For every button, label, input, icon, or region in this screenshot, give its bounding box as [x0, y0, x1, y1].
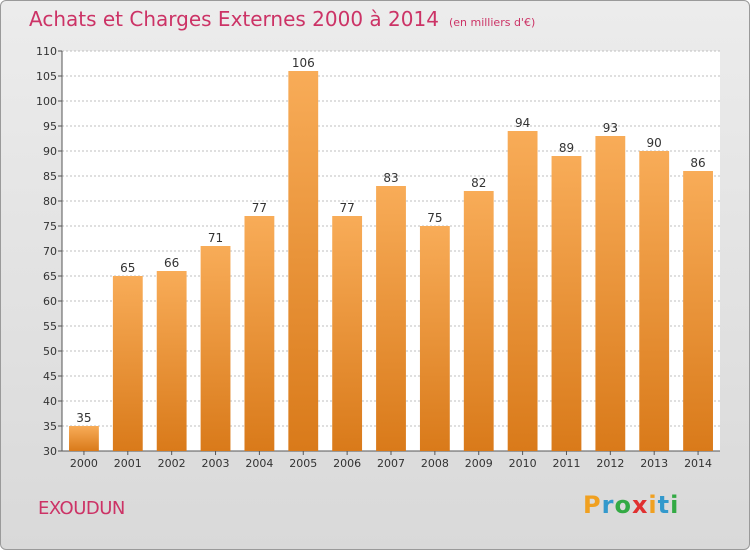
x-tick-label: 2011 [552, 457, 580, 470]
y-tick-label: 100 [36, 95, 57, 108]
logo-letter: x [631, 491, 649, 519]
y-tick-label: 85 [43, 170, 57, 183]
x-tick-label: 2008 [421, 457, 449, 470]
y-tick-label: 90 [43, 145, 57, 158]
y-tick-label: 40 [43, 395, 57, 408]
bar-2000 [69, 426, 99, 451]
logo-letter: P [583, 491, 602, 519]
bar-2009 [463, 191, 494, 451]
x-tick-label: 2006 [333, 457, 361, 470]
bar-2001 [112, 276, 143, 451]
data-label: 77 [339, 201, 354, 215]
y-tick-label: 35 [43, 420, 57, 433]
data-label: 65 [120, 261, 135, 275]
y-tick-label: 45 [43, 370, 57, 383]
y-tick-label: 70 [43, 245, 57, 258]
data-label: 66 [164, 256, 179, 270]
data-label: 93 [603, 121, 618, 135]
x-tick-label: 2000 [70, 457, 98, 470]
x-tick-label: 2004 [245, 457, 273, 470]
bar-2007 [376, 186, 406, 451]
y-tick-label: 110 [36, 45, 57, 58]
proxiti-logo[interactable]: Proxiti [583, 491, 679, 519]
bar-2003 [200, 246, 231, 451]
x-tick-label: 2002 [158, 457, 186, 470]
x-tick-label: 2001 [114, 457, 142, 470]
bar-2014 [683, 171, 713, 451]
data-label: 75 [427, 211, 442, 225]
data-label: 82 [471, 176, 486, 190]
y-tick-label: 65 [43, 270, 57, 283]
y-tick-label: 50 [43, 345, 57, 358]
data-label: 35 [76, 411, 91, 425]
bar-2010 [507, 131, 538, 451]
bar-2008 [419, 226, 450, 451]
x-tick-label: 2013 [640, 457, 668, 470]
data-label: 83 [383, 171, 398, 185]
logo-letter: r [601, 491, 615, 519]
y-tick-label: 55 [43, 320, 57, 333]
x-tick-label: 2010 [509, 457, 537, 470]
data-label: 90 [647, 136, 662, 150]
x-tick-label: 2012 [596, 457, 624, 470]
data-label: 71 [208, 231, 223, 245]
bar-2002 [156, 271, 187, 451]
y-tick-label: 95 [43, 120, 57, 133]
bar-2011 [551, 156, 582, 451]
x-tick-label: 2014 [684, 457, 712, 470]
data-label: 106 [292, 56, 315, 70]
x-tick-label: 2009 [465, 457, 493, 470]
chart-title: Achats et Charges Externes 2000 à 2014 (e… [29, 7, 535, 31]
x-tick-label: 2003 [202, 457, 230, 470]
data-label: 94 [515, 116, 530, 130]
logo-letter: i [648, 491, 658, 519]
y-tick-label: 75 [43, 220, 57, 233]
y-tick-label: 80 [43, 195, 57, 208]
labels: 30 35 40 45 50 55 60 65 70 75 80 85 90 95 100 105 110 35 2… [36, 45, 712, 470]
logo-letter: o [614, 491, 632, 519]
logo-letter: i [670, 491, 680, 519]
commune-name: EXOUDUN [38, 498, 125, 519]
data-label: 86 [690, 156, 705, 170]
bar-2004 [244, 216, 275, 451]
bar-2013 [639, 151, 670, 451]
x-tick-label: 2005 [289, 457, 317, 470]
y-tick-label: 30 [43, 445, 57, 458]
chart-unit: (en milliers d'€) [448, 16, 536, 29]
bar-2005 [288, 71, 319, 451]
y-tick-label: 60 [43, 295, 57, 308]
data-label: 89 [559, 141, 574, 155]
bar-2012 [595, 136, 626, 451]
logo-letter: t [657, 491, 671, 519]
chart-title-text: Achats et Charges Externes 2000 à 2014 [29, 7, 439, 31]
data-label: 77 [252, 201, 267, 215]
x-tick-label: 2007 [377, 457, 405, 470]
bars [69, 71, 713, 451]
y-tick-label: 105 [36, 70, 57, 83]
bar-2006 [332, 216, 363, 451]
